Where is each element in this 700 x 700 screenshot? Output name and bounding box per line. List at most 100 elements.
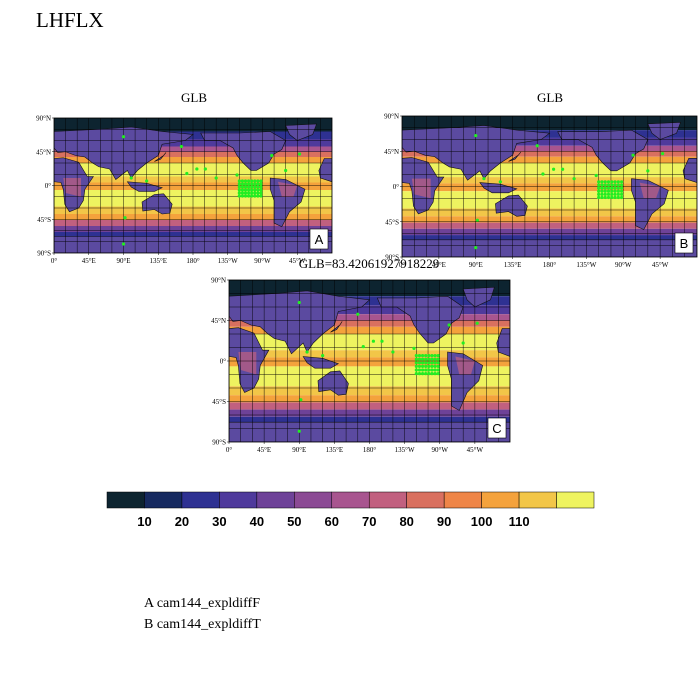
- panel-a-title: GLB: [181, 90, 207, 105]
- significance-stipple: [270, 153, 274, 158]
- significance-stipple: [616, 192, 620, 196]
- significance-stipple: [430, 361, 434, 365]
- colorbar-swatch: [106, 491, 145, 509]
- significance-stipple: [256, 194, 260, 198]
- significance-stipple: [247, 185, 251, 189]
- significance-stipple: [371, 339, 376, 343]
- significance-stipple: [253, 182, 257, 186]
- significance-stipple: [121, 135, 126, 139]
- significance-stipple: [145, 179, 149, 183]
- colorbar-label: 110: [509, 514, 530, 529]
- significance-stipple: [424, 364, 428, 368]
- significance-stipple: [610, 192, 614, 196]
- significance-stipple: [297, 152, 302, 156]
- significance-stipple: [535, 144, 539, 148]
- significance-stipple: [606, 183, 611, 187]
- significance-stipple: [433, 364, 437, 368]
- lon-tick-label: 45°W: [467, 446, 484, 454]
- lat-tick-label: 45°N: [36, 148, 51, 156]
- lon-tick-label: 180°: [363, 446, 377, 454]
- significance-stipple: [606, 186, 611, 190]
- significance-stipple: [250, 182, 254, 186]
- significance-stipple: [660, 152, 665, 156]
- significance-stipple: [237, 194, 241, 198]
- significance-stipple: [414, 361, 418, 365]
- significance-stipple: [475, 321, 479, 325]
- significance-stipple: [237, 185, 241, 189]
- lat-tick-label: 0°: [220, 358, 227, 366]
- significance-stipple: [436, 361, 440, 365]
- significance-stipple: [461, 341, 465, 345]
- significance-stipple: [631, 153, 635, 157]
- significance-stipple: [430, 368, 434, 372]
- lat-tick-label: 90°N: [384, 113, 399, 121]
- significance-stipple: [412, 346, 416, 350]
- significance-stipple: [237, 182, 241, 186]
- significance-stipple: [240, 188, 245, 192]
- panel-letter-box: [309, 228, 329, 250]
- significance-stipple: [259, 191, 263, 195]
- significance-stipple: [430, 354, 434, 358]
- significance-stipple: [561, 167, 565, 171]
- significance-stipple: [474, 246, 478, 250]
- significance-stipple: [436, 354, 440, 358]
- lat-tick-label: 90°N: [211, 277, 226, 285]
- colorbar-swatch: [144, 491, 183, 509]
- lon-tick-label: 90°W: [615, 261, 632, 269]
- lat-tick-label: 45°S: [212, 398, 226, 406]
- lon-tick-label: 180°: [543, 261, 557, 269]
- colorbar-label: 10: [137, 514, 151, 529]
- lon-tick-label: 135°E: [149, 257, 167, 265]
- significance-stipple: [447, 323, 451, 327]
- panel-letter-box: [487, 417, 507, 439]
- colorbar-swatch: [219, 491, 258, 509]
- significance-stipple: [610, 183, 614, 187]
- panel-letter: A: [315, 232, 324, 247]
- significance-stipple: [616, 186, 620, 190]
- significance-stipple: [420, 364, 425, 368]
- significance-stipple: [247, 188, 251, 192]
- significance-stipple: [259, 182, 263, 186]
- legend-line-b: B cam144_expldiffT: [144, 617, 261, 632]
- significance-stipple: [253, 194, 257, 198]
- significance-stipple: [123, 216, 127, 220]
- significance-stipple: [474, 133, 478, 138]
- significance-stipple: [613, 183, 617, 187]
- significance-stipple: [417, 368, 422, 372]
- significance-stipple: [179, 144, 184, 149]
- lon-tick-label: 90°W: [432, 446, 449, 454]
- significance-stipple: [436, 372, 440, 376]
- colorbar-swatch: [294, 491, 333, 509]
- lon-tick-label: 135°E: [326, 446, 344, 454]
- significance-stipple: [356, 312, 360, 316]
- lon-tick-label: 90°E: [292, 446, 306, 454]
- significance-stipple: [240, 191, 245, 195]
- significance-stipple: [420, 357, 425, 361]
- significance-stipple: [600, 186, 604, 190]
- significance-stipple: [253, 179, 257, 183]
- colorbar-label: 40: [250, 514, 264, 529]
- significance-stipple: [253, 185, 257, 189]
- significance-stipple: [380, 339, 384, 343]
- significance-stipple: [250, 191, 254, 195]
- colorbar-label: 70: [362, 514, 376, 529]
- colorbar-swatch: [256, 491, 295, 509]
- colorbar-label: 50: [287, 514, 301, 529]
- map-panel-a: A90°N45°N0°45°S90°S0° 45°E 90°E 135°E 180° 13…: [36, 115, 333, 265]
- significance-stipple: [250, 188, 254, 192]
- significance-stipple: [256, 191, 260, 195]
- significance-stipple: [610, 195, 614, 200]
- colorbar: 10 20 30 40 50 60 70 80 90 100 110: [106, 491, 595, 529]
- significance-stipple: [424, 372, 428, 376]
- significance-stipple: [240, 179, 245, 183]
- significance-stipple: [256, 185, 260, 189]
- significance-stipple: [237, 191, 241, 195]
- significance-stipple: [253, 188, 257, 192]
- lon-tick-label: 0°: [399, 261, 406, 269]
- significance-stipple: [433, 368, 437, 372]
- significance-stipple: [195, 167, 199, 171]
- colorbar-label: 60: [325, 514, 339, 529]
- significance-stipple: [597, 186, 601, 190]
- significance-stipple: [361, 345, 365, 349]
- colorbar-label: 30: [212, 514, 226, 529]
